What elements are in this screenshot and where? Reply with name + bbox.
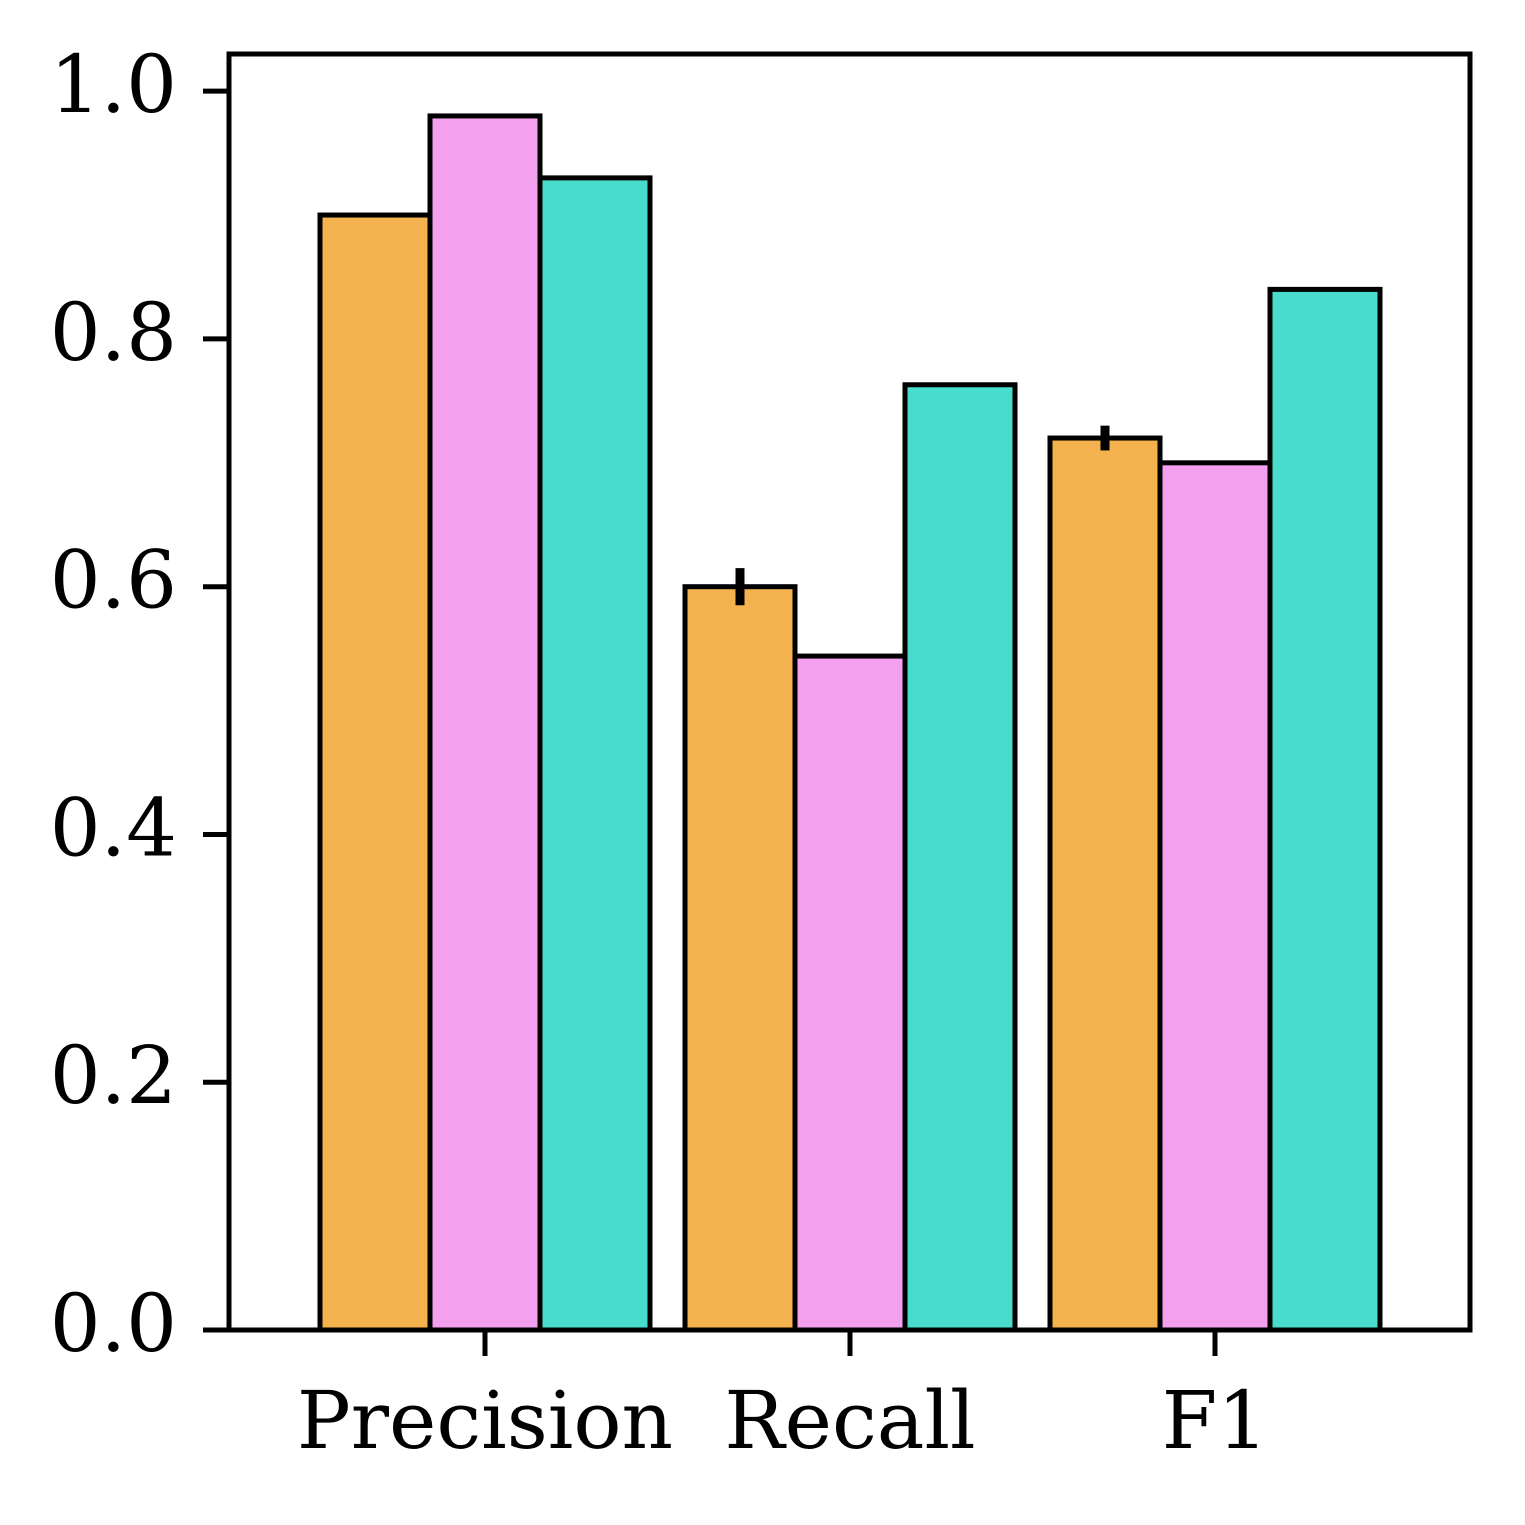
bar-recall-series-3 (902, 382, 1018, 1333)
bar-recall-series-2 (792, 653, 908, 1333)
bar-precision-series-3 (537, 175, 653, 1333)
bars-layer (317, 113, 1383, 1333)
y-axis: 0.0 0.2 0.4 0.6 0.8 1.0 (50, 38, 229, 1370)
y-tick-label: 0.6 (50, 534, 177, 627)
bar-precision-series-2 (427, 113, 543, 1333)
y-tick-label: 0.4 (50, 781, 177, 874)
x-tick-label-recall: Recall (724, 1374, 975, 1467)
bar-f1-series-3 (1267, 286, 1383, 1333)
x-tick-label-f1: F1 (1162, 1374, 1268, 1467)
x-axis: Precision Recall F1 (297, 1330, 1268, 1467)
y-tick-label: 1.0 (50, 38, 177, 131)
y-tick-label: 0.0 (50, 1277, 177, 1370)
bar-f1-series-2 (1157, 460, 1273, 1333)
bar-recall-series-1 (682, 584, 798, 1333)
bar-f1-series-1 (1047, 435, 1163, 1333)
x-tick-label-precision: Precision (297, 1374, 673, 1467)
y-tick-label: 0.8 (50, 286, 177, 379)
bar-precision-series-1 (317, 212, 433, 1333)
y-tick-label: 0.2 (50, 1029, 177, 1122)
error-bars-layer (735, 425, 1110, 606)
